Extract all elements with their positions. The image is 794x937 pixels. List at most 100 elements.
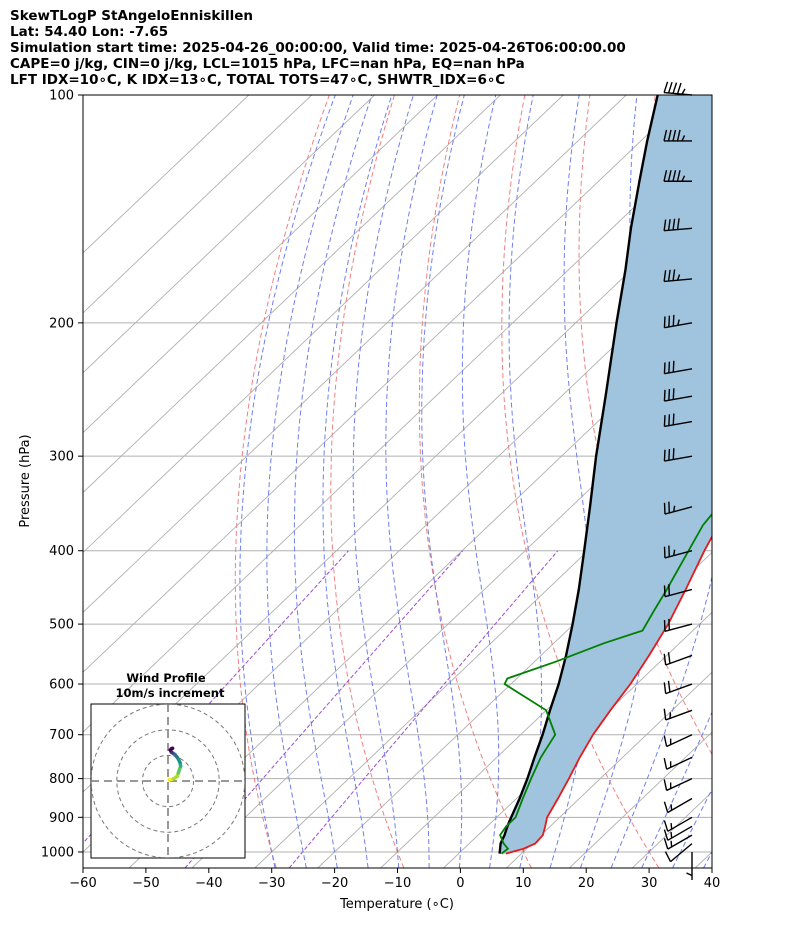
wind-barb — [663, 777, 693, 792]
hodograph-ring — [141, 754, 195, 808]
isotherm-line — [254, 432, 712, 868]
stability-line: LFT IDX=10∘C, K IDX=13∘C, TOTAL TOTS=47∘… — [10, 72, 506, 88]
wind-barb — [663, 413, 693, 428]
dry-adiabat-line — [578, 95, 712, 756]
y-tick-label: 600 — [49, 678, 74, 693]
wind-barb — [663, 834, 693, 850]
isotherm-line — [128, 312, 712, 868]
moist-adiabat-line — [385, 95, 438, 868]
wind-barb — [663, 816, 693, 832]
isotherm-line — [83, 95, 564, 554]
wind-barb — [663, 756, 693, 770]
dry-adiabat-line — [234, 95, 330, 868]
wind-profile-inset: Wind Profile 10m/s increment — [90, 671, 246, 859]
x-tick-label: 20 — [578, 876, 595, 891]
moist-adiabat-line — [239, 95, 336, 868]
y-tick-label: 100 — [49, 89, 74, 104]
moist-adiabat-line — [672, 787, 712, 868]
isotherm-line — [83, 95, 375, 374]
y-tick-label: 400 — [49, 544, 74, 559]
wind-barb — [663, 825, 693, 841]
wind-barb — [663, 797, 693, 814]
moist-adiabat-line — [322, 95, 393, 868]
wind-barb — [686, 851, 693, 880]
x-tick-label: −40 — [195, 876, 222, 891]
isotherm-line — [83, 95, 627, 613]
wind-barb — [663, 170, 692, 182]
chart-header: SkewTLogP StAngeloEnniskillen Lat: 54.40… — [10, 8, 770, 88]
wind-barb — [663, 388, 693, 402]
isotherm-line — [380, 551, 712, 868]
wind-barb — [663, 81, 693, 96]
y-tick-label: 900 — [49, 811, 74, 826]
moist-adiabat-line — [266, 95, 354, 868]
temperature-trace — [505, 534, 712, 855]
time-line: Simulation start time: 2025-04-26_00:00:… — [10, 40, 626, 56]
isotherm-line — [83, 95, 313, 314]
isotherm-line — [83, 95, 690, 673]
sounding-traces — [498, 95, 712, 855]
wind-barb — [663, 680, 693, 695]
wind-barb — [663, 618, 693, 633]
x-tick-label: 40 — [704, 876, 721, 891]
wind-barb — [663, 129, 692, 142]
moist-adiabat-line — [352, 95, 414, 868]
wind-barb — [663, 501, 693, 515]
chart-title: SkewTLogP StAngeloEnniskillen — [10, 8, 253, 24]
x-tick-label: −60 — [69, 876, 96, 891]
y-tick-label: 500 — [49, 618, 74, 633]
indices-line: CAPE=0 j/kg, CIN=0 j/kg, LCL=1015 hPa, L… — [10, 56, 525, 72]
isotherm-line — [569, 731, 712, 868]
y-axis-label: Pressure (hPa) — [18, 434, 33, 527]
y-tick-label: 300 — [49, 450, 74, 465]
wind-barb — [663, 652, 693, 666]
isotherm-line — [83, 132, 712, 733]
inset-title: Wind Profile — [126, 671, 206, 685]
x-tick-label: −50 — [132, 876, 159, 891]
wind-barb — [663, 584, 693, 598]
moist-adiabat-line — [421, 95, 465, 868]
wind-barb — [663, 708, 693, 721]
parcel-trace — [498, 95, 659, 854]
isotherm-line — [83, 95, 250, 254]
mixing-ratio-line — [288, 550, 559, 868]
y-axis-ticks: 1000 900 800 700 600 500 400 300 200 100 — [41, 89, 83, 860]
hodograph-ring — [116, 729, 220, 833]
moist-adiabat-line — [703, 850, 712, 868]
dewpoint-trace — [499, 512, 712, 855]
y-tick-label: 800 — [49, 772, 74, 787]
dry-adiabat-line — [418, 95, 532, 868]
wind-barbs — [663, 81, 693, 880]
x-tick-label: −20 — [321, 876, 348, 891]
x-tick-label: −30 — [258, 876, 285, 891]
isotherm-line — [506, 671, 712, 868]
y-tick-label: 1000 — [41, 845, 74, 860]
cape-fill — [499, 95, 712, 854]
wind-barb — [663, 218, 693, 232]
wind-barb — [663, 269, 693, 283]
dry-adiabat-line — [720, 95, 794, 868]
wind-barb — [663, 314, 693, 329]
isotherm-line — [758, 95, 794, 868]
dry-adiabat-line — [501, 95, 660, 868]
cape-fill-area — [499, 95, 712, 854]
moist-adiabat-line — [579, 95, 654, 868]
location-line: Lat: 54.40 Lon: -7.65 — [10, 24, 169, 40]
wind-barb — [664, 843, 693, 863]
wind-barb — [663, 734, 693, 748]
x-axis-ticks: −60 −50 −40 −30 −20 −10 0 10 20 30 40 — [69, 868, 720, 891]
x-tick-label: 10 — [515, 876, 532, 891]
dry-adiabat-line — [785, 95, 794, 868]
isotherm-line — [83, 95, 501, 494]
moist-adiabat-line — [610, 95, 712, 868]
x-tick-label: 0 — [456, 876, 464, 891]
x-tick-label: −10 — [384, 876, 411, 891]
moist-adiabat-line — [461, 95, 500, 868]
x-tick-label: 30 — [641, 876, 658, 891]
wind-barb — [663, 545, 693, 559]
wind-barb — [663, 360, 693, 375]
moist-adiabat-line — [508, 95, 543, 868]
y-tick-label: 700 — [49, 728, 74, 743]
x-axis-label: Temperature (∘C) — [339, 897, 454, 912]
